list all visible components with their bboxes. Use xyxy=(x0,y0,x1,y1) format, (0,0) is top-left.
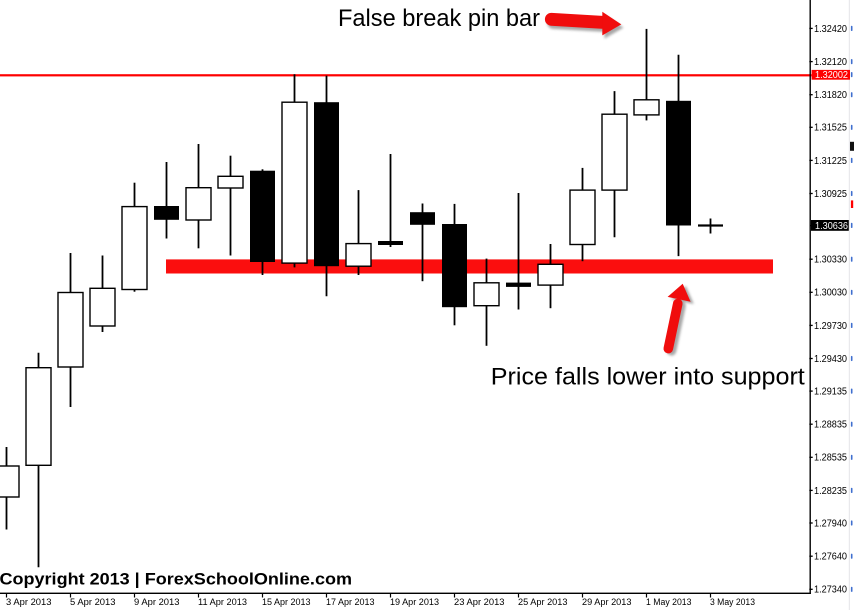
svg-text:1.29135: 1.29135 xyxy=(814,387,847,398)
svg-text:11 Apr 2013: 11 Apr 2013 xyxy=(198,597,247,608)
svg-text:1.27640: 1.27640 xyxy=(814,552,847,563)
svg-text:17 Apr 2013: 17 Apr 2013 xyxy=(326,597,375,608)
svg-text:1.28835: 1.28835 xyxy=(814,420,847,431)
svg-text:1.31820: 1.31820 xyxy=(814,90,847,101)
svg-text:1.32002: 1.32002 xyxy=(815,70,848,81)
svg-text:1.31525: 1.31525 xyxy=(814,123,847,134)
svg-text:False break pin bar: False break pin bar xyxy=(338,5,540,32)
svg-text:5 Apr 2013: 5 Apr 2013 xyxy=(70,597,116,608)
svg-text:1.30330: 1.30330 xyxy=(814,255,847,266)
svg-text:1.31225: 1.31225 xyxy=(814,156,847,167)
svg-text:23 Apr 2013: 23 Apr 2013 xyxy=(454,597,505,608)
svg-text:29 Apr 2013: 29 Apr 2013 xyxy=(582,597,632,608)
svg-text:3 May 2013: 3 May 2013 xyxy=(710,597,755,608)
svg-text:19 Apr 2013: 19 Apr 2013 xyxy=(390,597,439,608)
svg-text:1.30636: 1.30636 xyxy=(815,221,848,232)
svg-text:1.30030: 1.30030 xyxy=(814,288,847,299)
svg-text:1.30925: 1.30925 xyxy=(814,189,847,200)
svg-text:15 Apr 2013: 15 Apr 2013 xyxy=(262,597,311,608)
svg-text:1.29430: 1.29430 xyxy=(814,354,847,365)
svg-text:1.27340: 1.27340 xyxy=(814,585,847,596)
svg-text:Price falls lower into support: Price falls lower into support xyxy=(491,364,805,391)
svg-text:1.32120: 1.32120 xyxy=(814,57,847,68)
svg-text:1.29730: 1.29730 xyxy=(814,321,847,332)
svg-text:Copyright 2013 | ForexSchoolOn: Copyright 2013 | ForexSchoolOnline.com xyxy=(0,570,352,588)
svg-text:1.27940: 1.27940 xyxy=(814,518,847,529)
svg-text:1.32420: 1.32420 xyxy=(814,24,847,35)
svg-text:25 Apr 2013: 25 Apr 2013 xyxy=(518,597,568,608)
svg-text:9 Apr 2013: 9 Apr 2013 xyxy=(134,597,180,608)
svg-text:1.28535: 1.28535 xyxy=(814,453,847,464)
svg-text:3 Apr 2013: 3 Apr 2013 xyxy=(6,597,52,608)
svg-text:1 May 2013: 1 May 2013 xyxy=(646,597,692,608)
svg-text:1.28235: 1.28235 xyxy=(814,486,847,497)
